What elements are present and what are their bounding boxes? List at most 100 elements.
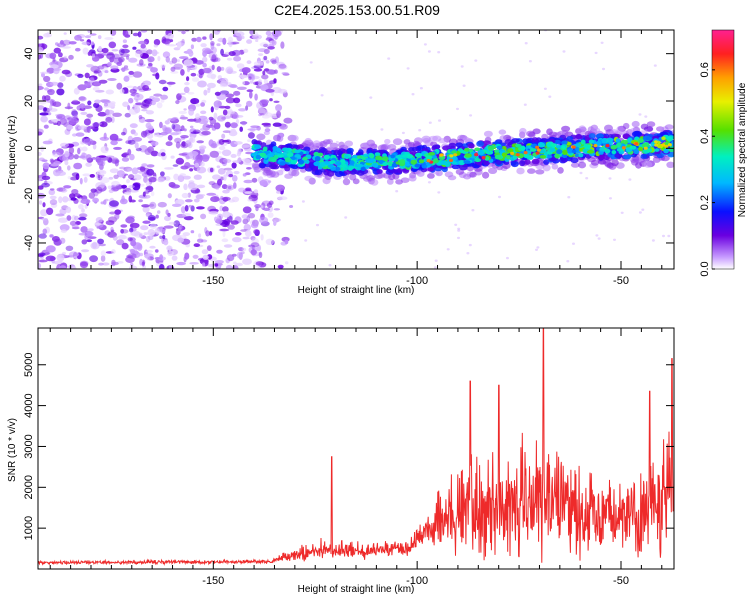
spectrogram-cell — [520, 145, 526, 151]
colorbar-tick-label: 0.4 — [699, 129, 711, 144]
spectrogram-cell — [255, 39, 259, 42]
spectrogram-cell — [272, 218, 282, 222]
spectrogram-cell — [468, 243, 472, 247]
spectrogram-cell — [92, 87, 100, 91]
spectrogram-cell — [82, 47, 89, 55]
spectrogram-cell — [258, 53, 264, 57]
spectrogram-cell — [200, 43, 207, 48]
spectrogram-cell — [77, 147, 81, 155]
spectrogram-cell — [646, 148, 653, 153]
colorbar-ticks: 0.0 0.2 0.4 0.6 — [699, 29, 735, 277]
spectrogram-cell — [644, 115, 648, 118]
spectrogram-cell — [550, 143, 558, 147]
spectrogram-cell — [160, 228, 166, 234]
spectrogram-cell — [255, 154, 262, 160]
spectrogram-cell — [98, 155, 107, 158]
spectrogram-cell — [319, 161, 326, 168]
spectrogram-cell — [228, 40, 233, 48]
spectrogram-cell — [138, 199, 143, 203]
spectrogram-cell — [253, 229, 260, 235]
spectrogram-cell — [554, 153, 560, 159]
spectrogram-cell — [245, 162, 254, 166]
spectrogram-cell — [44, 87, 49, 91]
spectrogram-cell — [271, 30, 282, 37]
spectrogram-cell — [263, 158, 269, 164]
colorbar-frame — [711, 29, 735, 270]
spectrogram-cell — [99, 177, 110, 184]
spectrogram-cell — [39, 112, 49, 116]
spectrogram-cell — [250, 236, 256, 241]
spectrogram-cell — [135, 99, 139, 103]
spectrogram-cell — [314, 169, 323, 176]
spectrogram-cell — [106, 102, 116, 108]
spectrogram-cell — [595, 234, 599, 237]
spectrogram-cell — [124, 191, 132, 195]
spectrogram-cell — [59, 75, 66, 82]
spectrogram-cell — [144, 119, 155, 123]
spectrogram-cell — [587, 149, 595, 154]
spectrogram-cell — [261, 122, 271, 126]
spectrogram-cell — [233, 182, 237, 189]
spectrogram-cell — [224, 93, 235, 98]
spectrogram-cell — [180, 69, 185, 76]
spectrogram-cell — [265, 238, 274, 245]
spectrogram-cell — [146, 133, 154, 139]
spectrogram-cell — [118, 56, 125, 63]
spectrogram-cell — [206, 82, 216, 89]
spectrogram-cell — [128, 108, 139, 115]
spectrogram-cell — [290, 159, 297, 165]
spectrogram-cell — [98, 45, 102, 52]
spectrogram-cell — [369, 143, 378, 149]
spectrogram-cell — [43, 107, 47, 112]
spectrogram-cell — [571, 145, 576, 149]
spectrogram-cell — [536, 148, 541, 152]
spectrogram-cell — [67, 176, 72, 180]
spectrogram-cell — [205, 230, 210, 237]
spectrogram-cell — [123, 75, 130, 82]
spectrogram-cell — [570, 157, 579, 164]
spectrogram-cell — [643, 161, 653, 168]
spectrogram-cell — [233, 97, 241, 104]
spectrogram-cell — [241, 121, 247, 126]
spectrogram-cell — [178, 226, 182, 232]
spectrogram-cell — [227, 70, 237, 74]
spectrogram-cell — [108, 176, 114, 180]
spectrogram-cell — [78, 232, 88, 236]
spectrogram-cell — [167, 44, 176, 47]
spectrogram-cell — [616, 148, 624, 152]
spectrogram-cell — [406, 67, 410, 70]
spectrogram-cell — [346, 147, 354, 154]
spectrogram-cell — [200, 213, 207, 220]
spectrogram-cell — [463, 173, 472, 180]
spectrogram-cell — [495, 160, 502, 166]
spectrogram-cell — [179, 92, 186, 96]
spectrogram-cell — [182, 175, 191, 180]
spectrogram-cell — [58, 196, 63, 204]
spectrogram-cell — [596, 140, 602, 145]
spectrogram-cell — [86, 84, 92, 88]
spectrogram-cell — [65, 245, 74, 251]
spectrogram-cell — [348, 165, 355, 170]
spectrogram-cell — [155, 249, 159, 253]
spectrogram-cell — [112, 235, 118, 241]
spectrogram-cell — [183, 59, 194, 67]
spectrogram-cell — [363, 176, 372, 182]
spectrogram-cell — [56, 254, 65, 262]
spectrogram-cell — [74, 34, 82, 41]
spectrogram-cell — [302, 156, 308, 161]
spectrogram-cell — [469, 114, 473, 117]
spectrogram-cell — [127, 139, 136, 145]
spectrogram-cell — [107, 185, 112, 190]
spectrogram-cell — [235, 262, 243, 267]
spectrogram-cell — [225, 264, 233, 269]
spectrogram-cell — [143, 232, 149, 236]
spectrogram-cell — [147, 229, 156, 237]
spectrogram-cell — [256, 101, 263, 110]
spectrogram-cell — [457, 229, 461, 232]
spectrogram-cell — [632, 131, 641, 138]
spectrogram-cell — [180, 206, 186, 214]
spectrogram-cell — [286, 152, 294, 157]
spectrogram-cell — [257, 79, 263, 87]
spectrogram-cell — [242, 258, 252, 265]
spectrogram-cell — [247, 132, 255, 139]
